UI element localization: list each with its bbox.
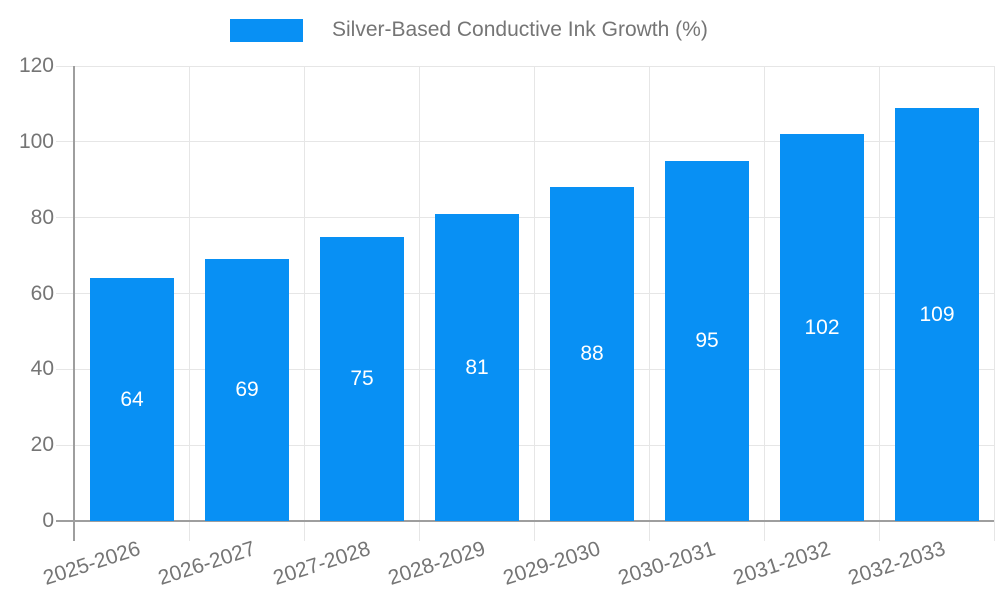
bar-value-label: 64 [120, 388, 144, 411]
bar-2029-2030[interactable]: 88 [550, 187, 634, 521]
legend-swatch [230, 18, 303, 42]
x-gridline [993, 66, 995, 541]
y-tick-label: 20 [30, 433, 54, 457]
bar-2030-2031[interactable]: 95 [665, 161, 749, 521]
legend-label: Silver-Based Conductive Ink Growth (%) [332, 18, 708, 41]
bar-value-label: 95 [695, 329, 719, 352]
bar-value-label: 69 [235, 378, 259, 401]
y-axis-line [73, 66, 75, 541]
y-gridline [56, 217, 994, 219]
x-gridline [763, 66, 765, 541]
bar-2031-2032[interactable]: 102 [780, 134, 864, 521]
bar-value-label: 102 [804, 316, 840, 339]
x-gridline [418, 66, 420, 541]
x-axis-line [56, 520, 994, 522]
y-tick-label: 40 [30, 357, 54, 381]
y-gridline [56, 65, 994, 67]
bar-2027-2028[interactable]: 75 [320, 237, 404, 521]
y-gridline [56, 293, 994, 294]
bar-value-label: 75 [350, 367, 374, 390]
bar-2026-2027[interactable]: 69 [205, 259, 289, 521]
x-gridline [188, 66, 190, 541]
x-gridline [648, 66, 650, 541]
y-tick-label: 60 [30, 281, 54, 305]
bar-2028-2029[interactable]: 81 [435, 214, 519, 521]
bar-value-label: 81 [465, 356, 489, 379]
y-gridline [56, 141, 994, 143]
y-gridline [56, 368, 994, 370]
bar-2025-2026[interactable]: 64 [90, 278, 174, 521]
x-gridline [878, 66, 880, 541]
bar-value-label: 88 [580, 342, 604, 365]
x-gridline [303, 66, 305, 541]
chart-legend[interactable]: Silver-Based Conductive Ink Growth (%) [230, 18, 708, 42]
bar-2032-2033[interactable]: 109 [895, 108, 979, 521]
bar-value-label: 109 [919, 303, 955, 326]
y-tick-label: 80 [30, 205, 54, 229]
y-tick-label: 0 [42, 509, 54, 532]
y-gridline [56, 444, 994, 446]
x-gridline [533, 66, 535, 541]
y-tick-label: 120 [18, 54, 54, 77]
y-tick-label: 100 [18, 129, 54, 153]
